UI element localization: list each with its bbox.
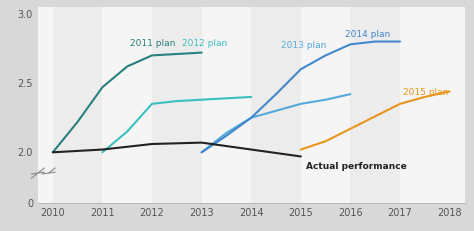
Bar xyxy=(102,7,152,173)
Bar xyxy=(350,173,400,203)
Text: Actual performance: Actual performance xyxy=(306,162,407,171)
Bar xyxy=(301,173,350,203)
Bar xyxy=(251,173,301,203)
Bar xyxy=(201,173,251,203)
Bar xyxy=(38,7,53,173)
Bar xyxy=(251,7,301,173)
Text: 2015 plan: 2015 plan xyxy=(402,88,448,97)
Bar xyxy=(400,173,465,203)
Bar xyxy=(152,7,201,173)
Text: 2012 plan: 2012 plan xyxy=(182,40,227,49)
Bar xyxy=(400,7,465,173)
Bar xyxy=(350,7,400,173)
Bar xyxy=(53,173,102,203)
Text: 2014 plan: 2014 plan xyxy=(346,30,391,39)
Bar xyxy=(301,7,350,173)
Bar xyxy=(201,7,251,173)
Bar xyxy=(38,173,53,203)
Text: 2011 plan: 2011 plan xyxy=(130,40,175,49)
Text: 2013 plan: 2013 plan xyxy=(281,41,327,50)
Bar xyxy=(152,173,201,203)
Bar xyxy=(53,7,102,173)
Bar xyxy=(102,173,152,203)
